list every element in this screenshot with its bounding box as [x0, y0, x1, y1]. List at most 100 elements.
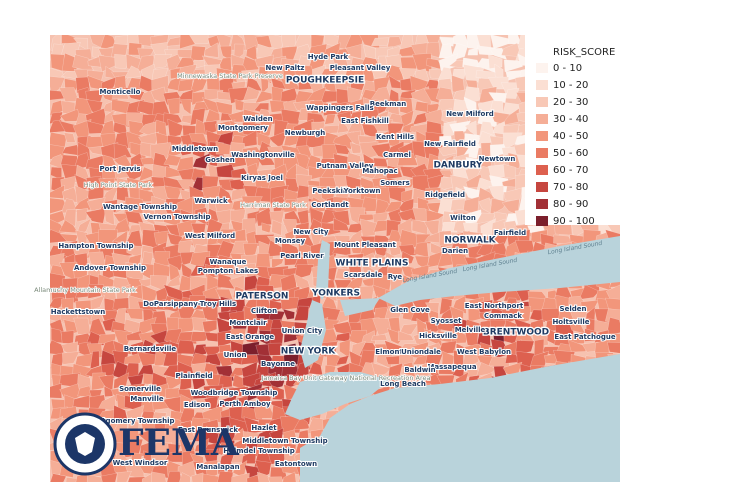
region	[176, 339, 196, 355]
region	[50, 53, 65, 72]
place-label: Rye	[388, 273, 403, 281]
region	[259, 119, 274, 139]
region	[397, 330, 414, 341]
city-label: BRENTWOOD	[483, 328, 549, 338]
legend-label: 10 - 20	[553, 80, 588, 91]
park-label: Jamaica Bay Unit Gateway National Recrea…	[260, 374, 430, 382]
region	[241, 195, 263, 209]
place-label: Wanaque	[210, 258, 247, 266]
region	[179, 373, 192, 391]
region	[492, 328, 505, 342]
region	[189, 77, 208, 95]
park-label: Allamuchy Mountain State Park	[34, 286, 136, 294]
place-label: New Paltz	[266, 64, 305, 72]
place-label: Monticello	[99, 88, 140, 96]
region	[271, 258, 284, 269]
region	[176, 145, 194, 156]
region	[125, 308, 143, 320]
region	[90, 295, 105, 311]
place-label: East Fishkill	[341, 117, 389, 125]
place-label: Putnam Valley	[317, 162, 374, 170]
region	[336, 355, 349, 366]
region	[100, 472, 118, 482]
region	[167, 118, 184, 139]
region	[167, 97, 181, 115]
region	[243, 86, 260, 101]
place-label: Port Jervis	[99, 165, 140, 173]
place-label: Glen Cove	[390, 306, 430, 314]
region	[231, 167, 251, 179]
region	[335, 332, 352, 343]
place-label: Hampton Township	[58, 242, 133, 250]
region	[385, 251, 400, 269]
city-label: NORWALK	[444, 236, 496, 246]
region	[280, 35, 297, 49]
legend-label: 50 - 60	[553, 148, 588, 159]
region	[165, 471, 183, 482]
fema-logo: FEMA	[53, 412, 240, 476]
place-label: Holtsville	[552, 318, 589, 326]
region	[488, 54, 503, 69]
region	[424, 88, 440, 104]
place-label: Commack	[484, 312, 522, 320]
region	[257, 471, 272, 482]
region	[163, 154, 182, 167]
region	[515, 340, 535, 356]
region	[387, 208, 402, 222]
legend-swatch	[536, 97, 548, 107]
place-label: Middletown	[172, 145, 218, 153]
city-label: YONKERS	[311, 289, 360, 299]
region	[466, 245, 482, 260]
park-label: Minnewaska State Park Preserve	[177, 72, 283, 80]
region	[112, 89, 129, 100]
legend-label: 40 - 50	[553, 131, 588, 142]
region	[116, 471, 132, 482]
region	[332, 69, 349, 79]
park-label: High Point State Park	[84, 181, 153, 189]
region	[204, 42, 219, 58]
place-label: Somers	[380, 179, 410, 187]
place-label: Andover Township	[74, 264, 146, 272]
place-label: Union City	[282, 327, 323, 335]
legend-swatch	[536, 80, 548, 90]
place-label: West Milford	[185, 232, 235, 240]
place-label: Manville	[130, 395, 163, 403]
legend-label: 80 - 90	[553, 199, 588, 210]
region	[62, 351, 80, 365]
long-island-sound	[378, 236, 620, 306]
place-label: Kent Hills	[376, 133, 414, 141]
region	[427, 174, 445, 192]
place-label: Wilton	[450, 214, 476, 222]
city-label: POUGHKEEPSIE	[286, 76, 364, 86]
city-label: NEW YORK	[281, 347, 337, 357]
place-label: Syosset	[431, 317, 462, 325]
region	[202, 473, 223, 482]
place-label: Perth Amboy	[219, 400, 271, 408]
place-label: East Patchogue	[554, 333, 615, 341]
region	[280, 199, 298, 213]
labels: POUGHKEEPSIE DANBURY NORWALK WHITE PLAINS PA…	[33, 52, 616, 472]
place-label: Monsey	[275, 237, 306, 245]
region	[268, 452, 288, 465]
region	[567, 339, 588, 353]
region	[60, 330, 75, 345]
region	[371, 362, 392, 378]
region	[452, 99, 468, 117]
place-label: Ridgefield	[425, 191, 465, 199]
park-label: Harriman State Park	[240, 201, 306, 209]
place-label: Dover	[143, 300, 167, 308]
legend-swatch	[536, 148, 548, 158]
region	[113, 142, 132, 159]
place-label: Yorktown	[343, 187, 381, 195]
region	[192, 153, 211, 169]
region	[348, 263, 362, 281]
legend-swatch	[536, 165, 548, 175]
region	[269, 427, 284, 443]
region	[230, 472, 250, 482]
place-label: Hyde Park	[308, 53, 349, 61]
region	[205, 109, 220, 123]
region	[85, 155, 105, 170]
region	[324, 114, 336, 125]
region	[372, 212, 389, 226]
legend-label: 70 - 80	[553, 182, 588, 193]
